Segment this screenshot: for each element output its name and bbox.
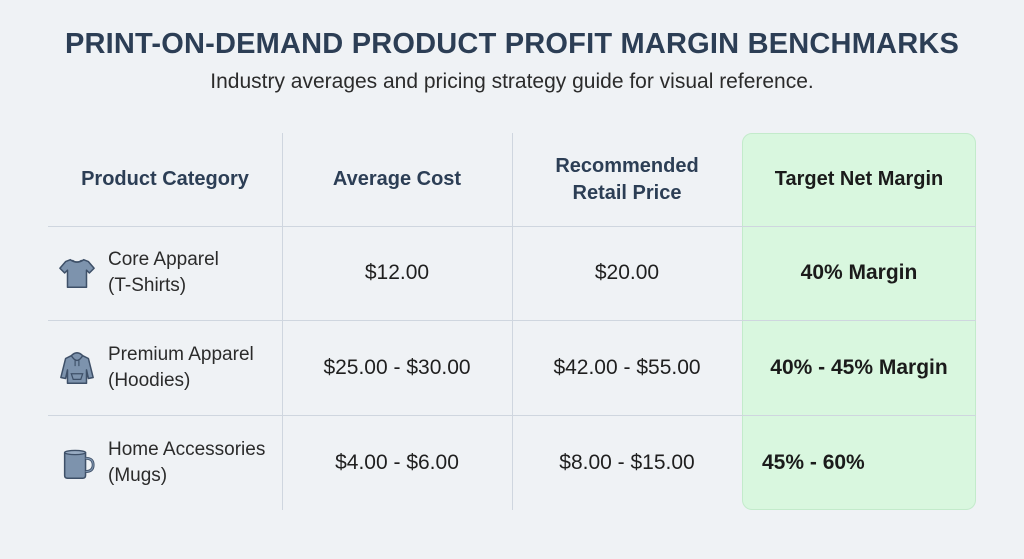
retail-price-value: $42.00 - $55.00 — [553, 355, 701, 379]
page-title: PRINT-ON-DEMAND PRODUCT PROFIT MARGIN BE… — [64, 28, 960, 60]
category-label: Core Apparel (T-Shirts) — [108, 247, 219, 299]
category-name: Premium Apparel — [108, 343, 254, 365]
category-type: (Mugs) — [108, 464, 168, 486]
column-divider — [512, 133, 513, 510]
average-cost-value: $4.00 - $6.00 — [335, 450, 459, 474]
table-row-category: Core Apparel (T-Shirts) — [48, 226, 282, 320]
row-divider — [48, 226, 976, 227]
target-margin-column-highlight — [742, 133, 976, 510]
average-cost-value: $12.00 — [364, 261, 430, 284]
table-row-category: Premium Apparel (Hoodies) — [48, 320, 282, 415]
hoodie-icon — [60, 351, 94, 384]
header-retail-line2: Retail Price — [572, 181, 682, 204]
category-name: Core Apparel — [108, 249, 219, 270]
page-subtitle: Industry averages and pricing strategy g… — [210, 70, 814, 93]
average-cost-value: $25.00 - $30.00 — [323, 355, 471, 379]
header-target-net-margin: Target Net Margin — [774, 168, 944, 190]
category-type: (T-Shirts) — [108, 275, 187, 296]
retail-price-value: $8.00 - $15.00 — [559, 450, 695, 474]
header-recommended-retail-price: Recommended Retail Price — [512, 133, 742, 226]
mug-icon — [63, 449, 95, 479]
header-average-cost: Average Cost — [332, 168, 462, 190]
header-product-category: Product Category — [81, 168, 249, 190]
column-divider — [282, 133, 283, 510]
category-name: Home Accessories — [108, 438, 266, 460]
table-row-category: Home Accessories (Mugs) — [48, 415, 282, 510]
category-type: (Hoodies) — [108, 369, 191, 391]
target-margin-value: 45% - 60% — [762, 450, 865, 474]
retail-price-value: $20.00 — [594, 261, 660, 284]
target-margin-value: 40% - 45% Margin — [770, 355, 948, 379]
row-divider — [48, 320, 976, 321]
category-label: Premium Apparel (Hoodies) — [108, 342, 254, 394]
category-label: Home Accessories (Mugs) — [108, 437, 265, 489]
target-margin-value: 40% Margin — [800, 261, 918, 284]
t-shirt-icon — [59, 258, 95, 289]
header-retail-line1: Recommended — [555, 154, 699, 177]
row-divider — [48, 415, 976, 416]
